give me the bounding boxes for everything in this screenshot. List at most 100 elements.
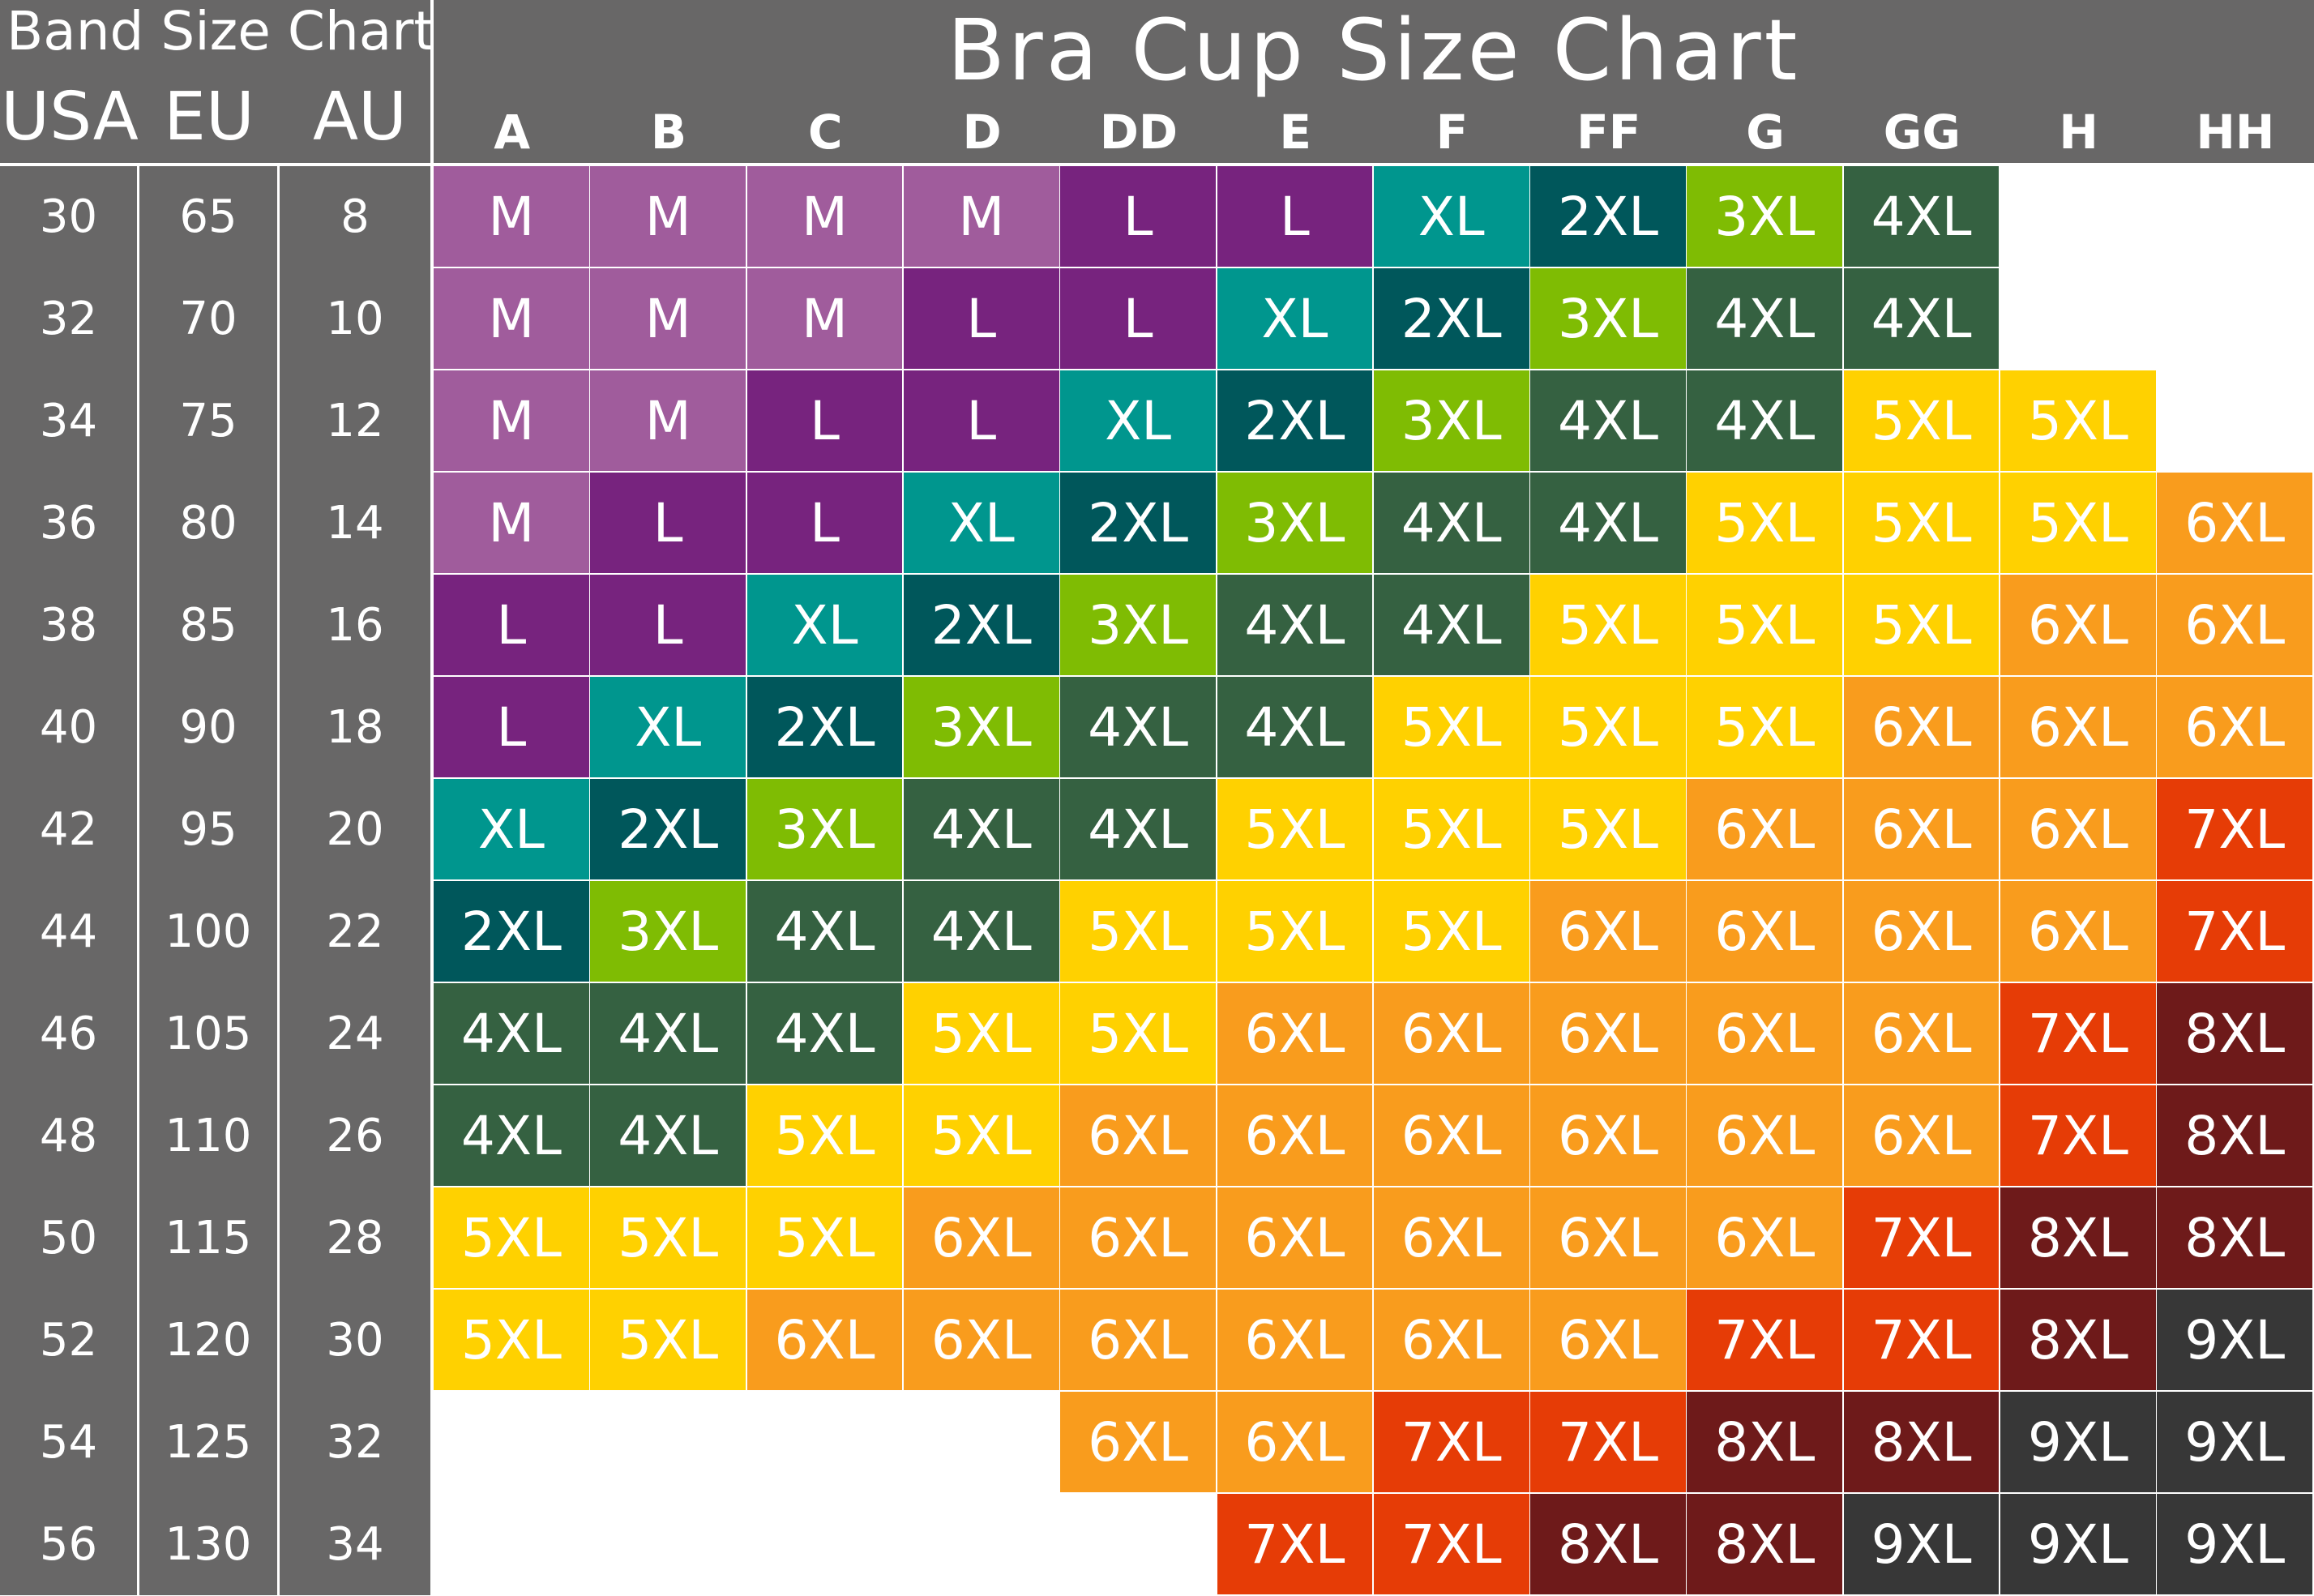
size-cell-30-e: L xyxy=(1217,166,1375,268)
size-cell-46-f: 6XL xyxy=(1373,983,1531,1085)
chart-title: Bra Cup Size Chart xyxy=(947,1,1801,100)
cup-header-panel xyxy=(434,0,2314,163)
size-cell-48-dd: 6XL xyxy=(1060,1085,1217,1187)
size-cell-38-dd: 3XL xyxy=(1060,575,1217,677)
size-cell-34-e: 2XL xyxy=(1217,370,1375,473)
size-cell-36-b: L xyxy=(590,473,748,575)
band-size-panel xyxy=(0,0,430,1595)
size-cell-50-a: 5XL xyxy=(434,1187,591,1290)
size-cell-50-gg: 7XL xyxy=(1843,1187,2001,1290)
size-cell-44-d: 4XL xyxy=(903,881,1061,983)
size-cell-38-d: 2XL xyxy=(903,575,1061,677)
band-usa-34: 34 xyxy=(39,395,98,447)
size-cell-36-gg: 5XL xyxy=(1843,473,2001,575)
size-cell-40-g: 5XL xyxy=(1687,677,1845,779)
size-cell-36-dd: 2XL xyxy=(1060,473,1217,575)
size-cell-50-g: 6XL xyxy=(1687,1187,1845,1290)
band-eu-38: 85 xyxy=(179,599,237,652)
size-cell-42-e: 5XL xyxy=(1217,779,1375,881)
size-cell-48-gg: 6XL xyxy=(1843,1085,2001,1187)
size-cell-44-a: 2XL xyxy=(434,881,591,983)
size-cell-50-b: 5XL xyxy=(590,1187,748,1290)
size-cell-32-c: M xyxy=(746,268,905,370)
size-cell-42-hh: 7XL xyxy=(2157,779,2314,881)
size-cell-56-h: 9XL xyxy=(2000,1494,2158,1596)
size-cell-46-d: 5XL xyxy=(903,983,1061,1085)
size-cell-30-ff: 2XL xyxy=(1530,166,1687,268)
size-cell-36-g: 5XL xyxy=(1687,473,1845,575)
size-cell-30-d: M xyxy=(903,166,1061,268)
band-eu-42: 95 xyxy=(179,803,237,856)
band-eu-48: 110 xyxy=(165,1110,252,1162)
size-cell-56-e: 7XL xyxy=(1217,1494,1375,1596)
band-au-54: 32 xyxy=(326,1416,384,1469)
size-cell-30-dd: L xyxy=(1060,166,1217,268)
size-cell-40-ff: 5XL xyxy=(1530,677,1687,779)
size-cell-46-c: 4XL xyxy=(746,983,905,1085)
size-cell-36-hh: 6XL xyxy=(2157,473,2314,575)
size-cell-50-f: 6XL xyxy=(1373,1187,1531,1290)
size-cell-52-d: 6XL xyxy=(903,1290,1061,1392)
band-usa-52: 52 xyxy=(39,1314,98,1367)
size-cell-32-f: 2XL xyxy=(1373,268,1531,370)
size-cell-54-hh: 9XL xyxy=(2157,1392,2314,1494)
band-eu-34: 75 xyxy=(179,395,237,447)
cup-header-ff: FF xyxy=(1576,105,1641,160)
size-cell-40-h: 6XL xyxy=(2000,677,2158,779)
size-cell-56-gg: 9XL xyxy=(1843,1494,2001,1596)
band-au-30: 8 xyxy=(340,190,370,243)
size-cell-52-c: 6XL xyxy=(746,1290,905,1392)
band-eu-46: 105 xyxy=(165,1008,252,1060)
size-cell-48-b: 4XL xyxy=(590,1085,748,1187)
size-cell-34-a: M xyxy=(434,370,591,473)
size-cell-30-c: M xyxy=(746,166,905,268)
size-cell-30-b: M xyxy=(590,166,748,268)
size-cell-52-ff: 6XL xyxy=(1530,1290,1687,1392)
band-au-46: 24 xyxy=(326,1008,384,1060)
size-cell-50-hh: 8XL xyxy=(2157,1187,2314,1290)
size-cell-54-f: 7XL xyxy=(1373,1392,1531,1494)
size-cell-38-gg: 5XL xyxy=(1843,575,2001,677)
band-column-divider-1 xyxy=(137,166,139,1595)
size-cell-36-d: XL xyxy=(903,473,1061,575)
size-cell-50-e: 6XL xyxy=(1217,1187,1375,1290)
size-cell-42-gg: 6XL xyxy=(1843,779,2001,881)
band-usa-38: 38 xyxy=(39,599,98,652)
band-eu-54: 125 xyxy=(165,1416,252,1469)
band-usa-50: 50 xyxy=(39,1212,98,1264)
cup-header-b: B xyxy=(650,105,687,160)
size-cell-34-h: 5XL xyxy=(2000,370,2158,473)
size-cell-38-h: 6XL xyxy=(2000,575,2158,677)
size-cell-56-g: 8XL xyxy=(1687,1494,1845,1596)
size-cell-32-ff: 3XL xyxy=(1530,268,1687,370)
size-cell-34-ff: 4XL xyxy=(1530,370,1687,473)
size-cell-46-b: 4XL xyxy=(590,983,748,1085)
size-cell-52-dd: 6XL xyxy=(1060,1290,1217,1392)
size-cell-32-b: M xyxy=(590,268,748,370)
size-cell-52-a: 5XL xyxy=(434,1290,591,1392)
size-cell-38-ff: 5XL xyxy=(1530,575,1687,677)
size-cell-34-gg: 5XL xyxy=(1843,370,2001,473)
size-cell-54-h: 9XL xyxy=(2000,1392,2158,1494)
size-cell-38-e: 4XL xyxy=(1217,575,1375,677)
band-eu-56: 130 xyxy=(165,1518,252,1571)
size-cell-54-ff: 7XL xyxy=(1530,1392,1687,1494)
band-usa-32: 32 xyxy=(39,293,98,345)
size-cell-56-f: 7XL xyxy=(1373,1494,1531,1596)
band-eu-50: 115 xyxy=(165,1212,252,1264)
band-chart-title: Band Size Chart xyxy=(6,0,435,62)
band-eu-32: 70 xyxy=(179,293,237,345)
size-cell-54-gg: 8XL xyxy=(1843,1392,2001,1494)
size-cell-32-dd: L xyxy=(1060,268,1217,370)
size-cell-32-gg: 4XL xyxy=(1843,268,2001,370)
cup-header-gg: GG xyxy=(1883,105,1961,160)
size-cell-44-hh: 7XL xyxy=(2157,881,2314,983)
size-cell-34-d: L xyxy=(903,370,1061,473)
size-cell-46-gg: 6XL xyxy=(1843,983,2001,1085)
size-cell-40-e: 4XL xyxy=(1217,677,1375,779)
size-cell-38-b: L xyxy=(590,575,748,677)
size-cell-44-e: 5XL xyxy=(1217,881,1375,983)
size-cell-52-g: 7XL xyxy=(1687,1290,1845,1392)
size-cell-36-h: 5XL xyxy=(2000,473,2158,575)
size-cell-52-gg: 7XL xyxy=(1843,1290,2001,1392)
